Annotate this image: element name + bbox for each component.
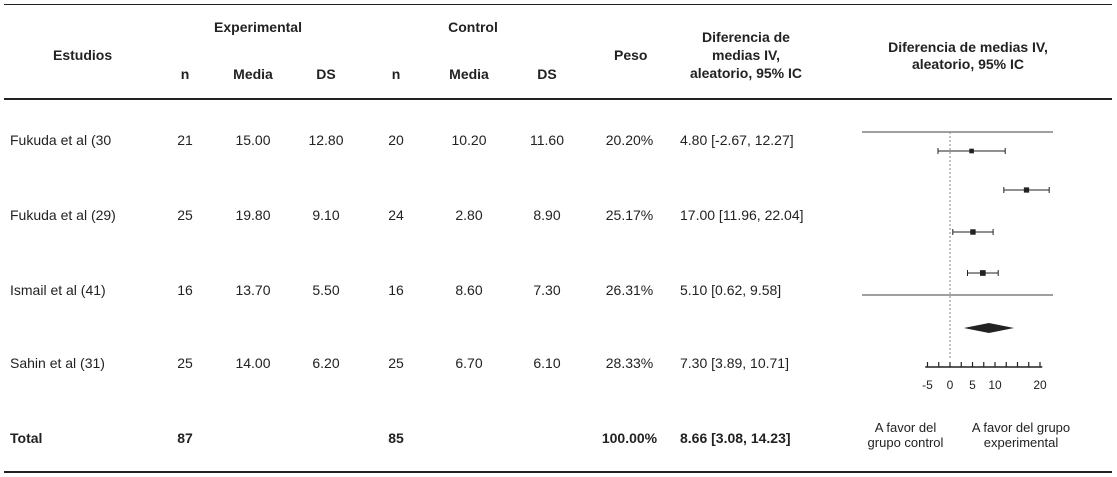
header-studies: Estudios (53, 47, 113, 63)
subheader-exp-sd: DS (316, 66, 336, 82)
row-weight: 28.33% (605, 355, 654, 371)
row-ctl-n: 16 (388, 282, 404, 298)
favors-experimental-line2: experimental (983, 435, 1059, 450)
row-md: 4.80 [-2.67, 12.27] (680, 132, 794, 148)
row-ctl-sd: 11.60 (530, 132, 564, 148)
favors-experimental-line1: A favor del grupo (971, 420, 1071, 435)
row-md: 17.00 [11.96, 22.04] (680, 207, 804, 223)
row-study: Sahin et al (31) (10, 355, 105, 371)
study-estimate-square (970, 229, 976, 235)
row-ctl-n: 20 (388, 132, 404, 148)
header-md-line3: aleatorio, 95% IC (689, 65, 803, 81)
x-tick-label: 5 (969, 378, 976, 392)
row-exp-sd: 9.10 (312, 207, 340, 223)
row-exp-sd: 5.50 (312, 282, 340, 298)
header-plot-line1: Diferencia de medias IV, (888, 39, 1048, 55)
table-header-rule (4, 98, 1112, 100)
header-experimental: Experimental (214, 19, 302, 35)
favors-experimental-label: A favor del grupo experimental (960, 420, 1082, 450)
x-tick-label: 0 (947, 378, 954, 392)
row-exp-mean: 13.70 (235, 282, 271, 298)
row-exp-mean: 19.80 (235, 207, 271, 223)
row-ctl-n: 25 (388, 355, 404, 371)
row-ctl-sd: 8.90 (533, 207, 561, 223)
subheader-exp-n: n (180, 66, 190, 82)
subheader-ctl-sd: DS (537, 66, 557, 82)
row-study: Fukuda et al (29) (10, 207, 116, 223)
row-exp-n: 21 (177, 132, 193, 148)
total-exp-n: 87 (177, 430, 193, 446)
row-study: Ismail et al (41) (10, 282, 106, 298)
row-ctl-sd: 6.10 (533, 355, 561, 371)
row-weight: 25.17% (605, 207, 654, 223)
favors-control-line2: grupo control (867, 435, 944, 450)
row-md: 7.30 [3.89, 10.71] (680, 355, 789, 371)
favors-control-line1: A favor del (874, 420, 937, 435)
row-weight: 26.31% (605, 282, 654, 298)
row-ctl-mean: 2.80 (455, 207, 483, 223)
subheader-exp-mean: Media (233, 66, 273, 82)
subheader-ctl-n: n (391, 66, 401, 82)
row-ctl-mean: 6.70 (455, 355, 483, 371)
row-ctl-sd: 7.30 (533, 282, 561, 298)
total-ctl-n: 85 (388, 430, 404, 446)
row-exp-n: 25 (177, 355, 193, 371)
x-tick-label: 10 (988, 378, 1002, 392)
row-ctl-mean: 10.20 (451, 132, 487, 148)
header-md-line1: Diferencia de (702, 29, 790, 45)
header-weight: Peso (614, 47, 648, 63)
row-ctl-n: 24 (388, 207, 404, 223)
row-md: 5.10 [0.62, 9.58] (680, 282, 782, 298)
row-exp-mean: 15.00 (235, 132, 271, 148)
header-plot-line2: aleatorio, 95% IC (911, 56, 1025, 72)
forest-plot: -5 0 5 10 20 (862, 131, 1053, 392)
total-md: 8.66 [3.08, 14.23] (680, 430, 791, 446)
x-tick-label: 20 (1033, 378, 1047, 392)
header-control: Control (448, 19, 498, 35)
total-label: Total (10, 430, 43, 446)
total-weight: 100.00% (601, 430, 658, 446)
row-exp-n: 16 (177, 282, 193, 298)
table-bottom-rule (4, 471, 1112, 473)
row-exp-sd: 12.80 (308, 132, 344, 148)
subheader-ctl-mean: Media (449, 66, 489, 82)
row-ctl-mean: 8.60 (455, 282, 483, 298)
favors-control-label: A favor del grupo control (858, 420, 953, 450)
row-exp-mean: 14.00 (235, 355, 271, 371)
x-tick-label: -5 (922, 378, 933, 392)
header-md-line2: medias IV, (712, 47, 780, 63)
row-exp-n: 25 (177, 207, 193, 223)
row-exp-sd: 6.20 (312, 355, 340, 371)
row-study: Fukuda et al (30 (10, 132, 112, 148)
table-top-rule (4, 4, 1112, 5)
study-estimate-square (1023, 187, 1030, 193)
row-weight: 20.20% (605, 132, 654, 148)
study-estimate-square (969, 148, 974, 154)
study-estimate-square (980, 270, 986, 276)
pooled-diamond (963, 323, 1015, 333)
